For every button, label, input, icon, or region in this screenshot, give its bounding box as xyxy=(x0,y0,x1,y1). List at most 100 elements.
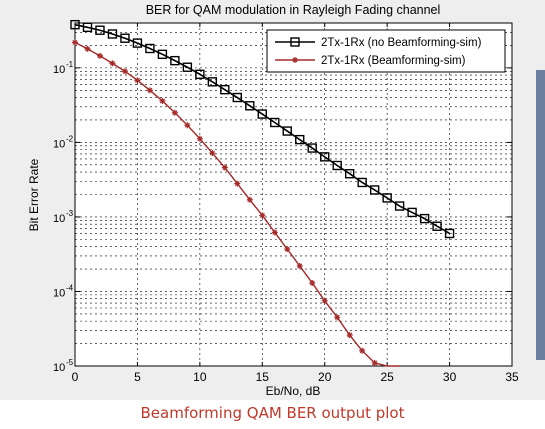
plot-area xyxy=(74,22,513,367)
y-axis-ticks: 10-110-210-310-410-5 xyxy=(53,60,512,374)
data-point-square xyxy=(120,33,130,43)
data-point-star xyxy=(234,180,241,187)
y-tick-exponent: -4 xyxy=(66,283,74,292)
data-point-star xyxy=(84,45,91,52)
data-point-star xyxy=(346,332,353,339)
data-point-star xyxy=(221,164,228,171)
data-point-star xyxy=(284,246,291,253)
data-point-square xyxy=(157,49,168,60)
data-point-star xyxy=(171,109,178,116)
y-tick-label: 10 -5 xyxy=(53,358,74,374)
data-point-square xyxy=(107,29,118,39)
data-point-star xyxy=(246,196,253,203)
legend-label: 2Tx-1Rx (Beamforming-sim) xyxy=(321,55,466,67)
y-tick-base: 10 xyxy=(53,138,65,150)
data-point-square xyxy=(232,92,243,103)
data-point-star xyxy=(159,97,166,104)
chart-title: BER for QAM modulation in Rayleigh Fadin… xyxy=(146,3,441,17)
legend: 2Tx-1Rx (no Beamforming-sim) 2Tx-1Rx (Bea… xyxy=(266,29,506,73)
data-point-square xyxy=(257,109,267,119)
legend-box xyxy=(266,29,506,73)
y-tick-base: 10 xyxy=(53,287,65,299)
data-point-square xyxy=(295,134,305,145)
y-tick-label: 10 -1 xyxy=(53,60,74,76)
data-point-star xyxy=(359,347,366,354)
y-tick-base: 10 xyxy=(53,362,65,374)
y-tick-label: 10 -3 xyxy=(53,209,74,225)
data-point-square xyxy=(394,201,405,211)
figure-window: BER for QAM modulation in Rayleigh Fadin… xyxy=(0,0,545,400)
data-point-square xyxy=(332,160,342,171)
data-point-square xyxy=(407,207,417,218)
data-point-star xyxy=(134,77,141,84)
data-point-star xyxy=(96,52,103,59)
data-point-star xyxy=(309,279,316,286)
data-point-square xyxy=(195,69,205,79)
data-point-square xyxy=(70,19,80,30)
data-point-square xyxy=(307,143,317,153)
window-edge xyxy=(536,70,545,360)
y-tick-exponent: -2 xyxy=(66,134,74,143)
data-point-square xyxy=(220,84,230,95)
ber-chart: BER for QAM modulation in Rayleigh Fadin… xyxy=(27,3,519,398)
y-tick-exponent: -5 xyxy=(66,358,74,367)
figure-caption: Beamforming QAM BER output plot xyxy=(140,404,405,422)
y-axis-label: Bit Error Rate xyxy=(27,158,41,231)
data-point-star xyxy=(196,135,203,142)
grid-lines xyxy=(75,23,512,366)
x-tick-label: 5 xyxy=(134,370,141,384)
y-tick-exponent: -3 xyxy=(66,209,74,218)
y-tick-base: 10 xyxy=(53,213,65,225)
data-point-star xyxy=(209,150,216,157)
data-point-square xyxy=(382,193,392,203)
data-point-star xyxy=(146,87,153,94)
data-point-square xyxy=(170,55,180,66)
data-point-star xyxy=(296,262,303,269)
x-tick-label: 20 xyxy=(318,370,332,384)
y-tick-exponent: -1 xyxy=(66,60,74,69)
y-tick-label: 10 -2 xyxy=(53,134,74,150)
data-point-square xyxy=(82,22,93,33)
data-point-star xyxy=(109,60,116,67)
x-tick-label: 25 xyxy=(380,370,394,384)
data-point-square xyxy=(282,126,292,136)
data-point-square xyxy=(207,77,218,87)
data-point-star xyxy=(259,212,266,219)
data-point-star xyxy=(271,229,278,236)
x-tick-label: 10 xyxy=(193,370,207,384)
data-point-square xyxy=(132,38,143,48)
data-point-square xyxy=(344,169,355,179)
series-1 xyxy=(70,19,455,239)
x-tick-label: 15 xyxy=(256,370,270,384)
x-tick-label: 35 xyxy=(505,370,519,384)
x-tick-label: 0 xyxy=(72,370,79,384)
data-point-square xyxy=(320,152,330,162)
data-point-square xyxy=(270,117,280,128)
series-line xyxy=(74,23,450,235)
x-axis-label: Eb/No, dB xyxy=(266,384,321,398)
legend-item-2: 2Tx-1Rx (Beamforming-sim) xyxy=(275,55,466,67)
data-point-square xyxy=(95,25,105,35)
data-point-square xyxy=(444,228,455,239)
x-tick-label: 30 xyxy=(443,370,457,384)
data-point-square xyxy=(145,43,155,54)
legend-item-1: 2Tx-1Rx (no Beamforming-sim) xyxy=(275,37,482,49)
data-point-square xyxy=(182,62,193,72)
data-point-star xyxy=(121,68,128,75)
data-point-star xyxy=(184,122,191,129)
data-point-star xyxy=(292,57,298,63)
data-point-square xyxy=(419,213,430,224)
series-layer xyxy=(70,19,455,367)
y-tick-base: 10 xyxy=(53,64,65,76)
data-point-square xyxy=(432,221,442,231)
x-axis-ticks: 0 5 10 15 20 25 30 35 xyxy=(72,23,519,384)
data-point-square xyxy=(245,101,255,111)
data-point-square xyxy=(290,37,300,47)
data-point-square xyxy=(369,185,380,195)
data-point-star xyxy=(72,39,78,46)
data-point-star xyxy=(321,297,328,304)
data-point-star xyxy=(371,359,378,366)
data-point-square xyxy=(357,177,367,188)
series-2 xyxy=(72,39,400,367)
legend-label: 2Tx-1Rx (no Beamforming-sim) xyxy=(321,37,482,49)
